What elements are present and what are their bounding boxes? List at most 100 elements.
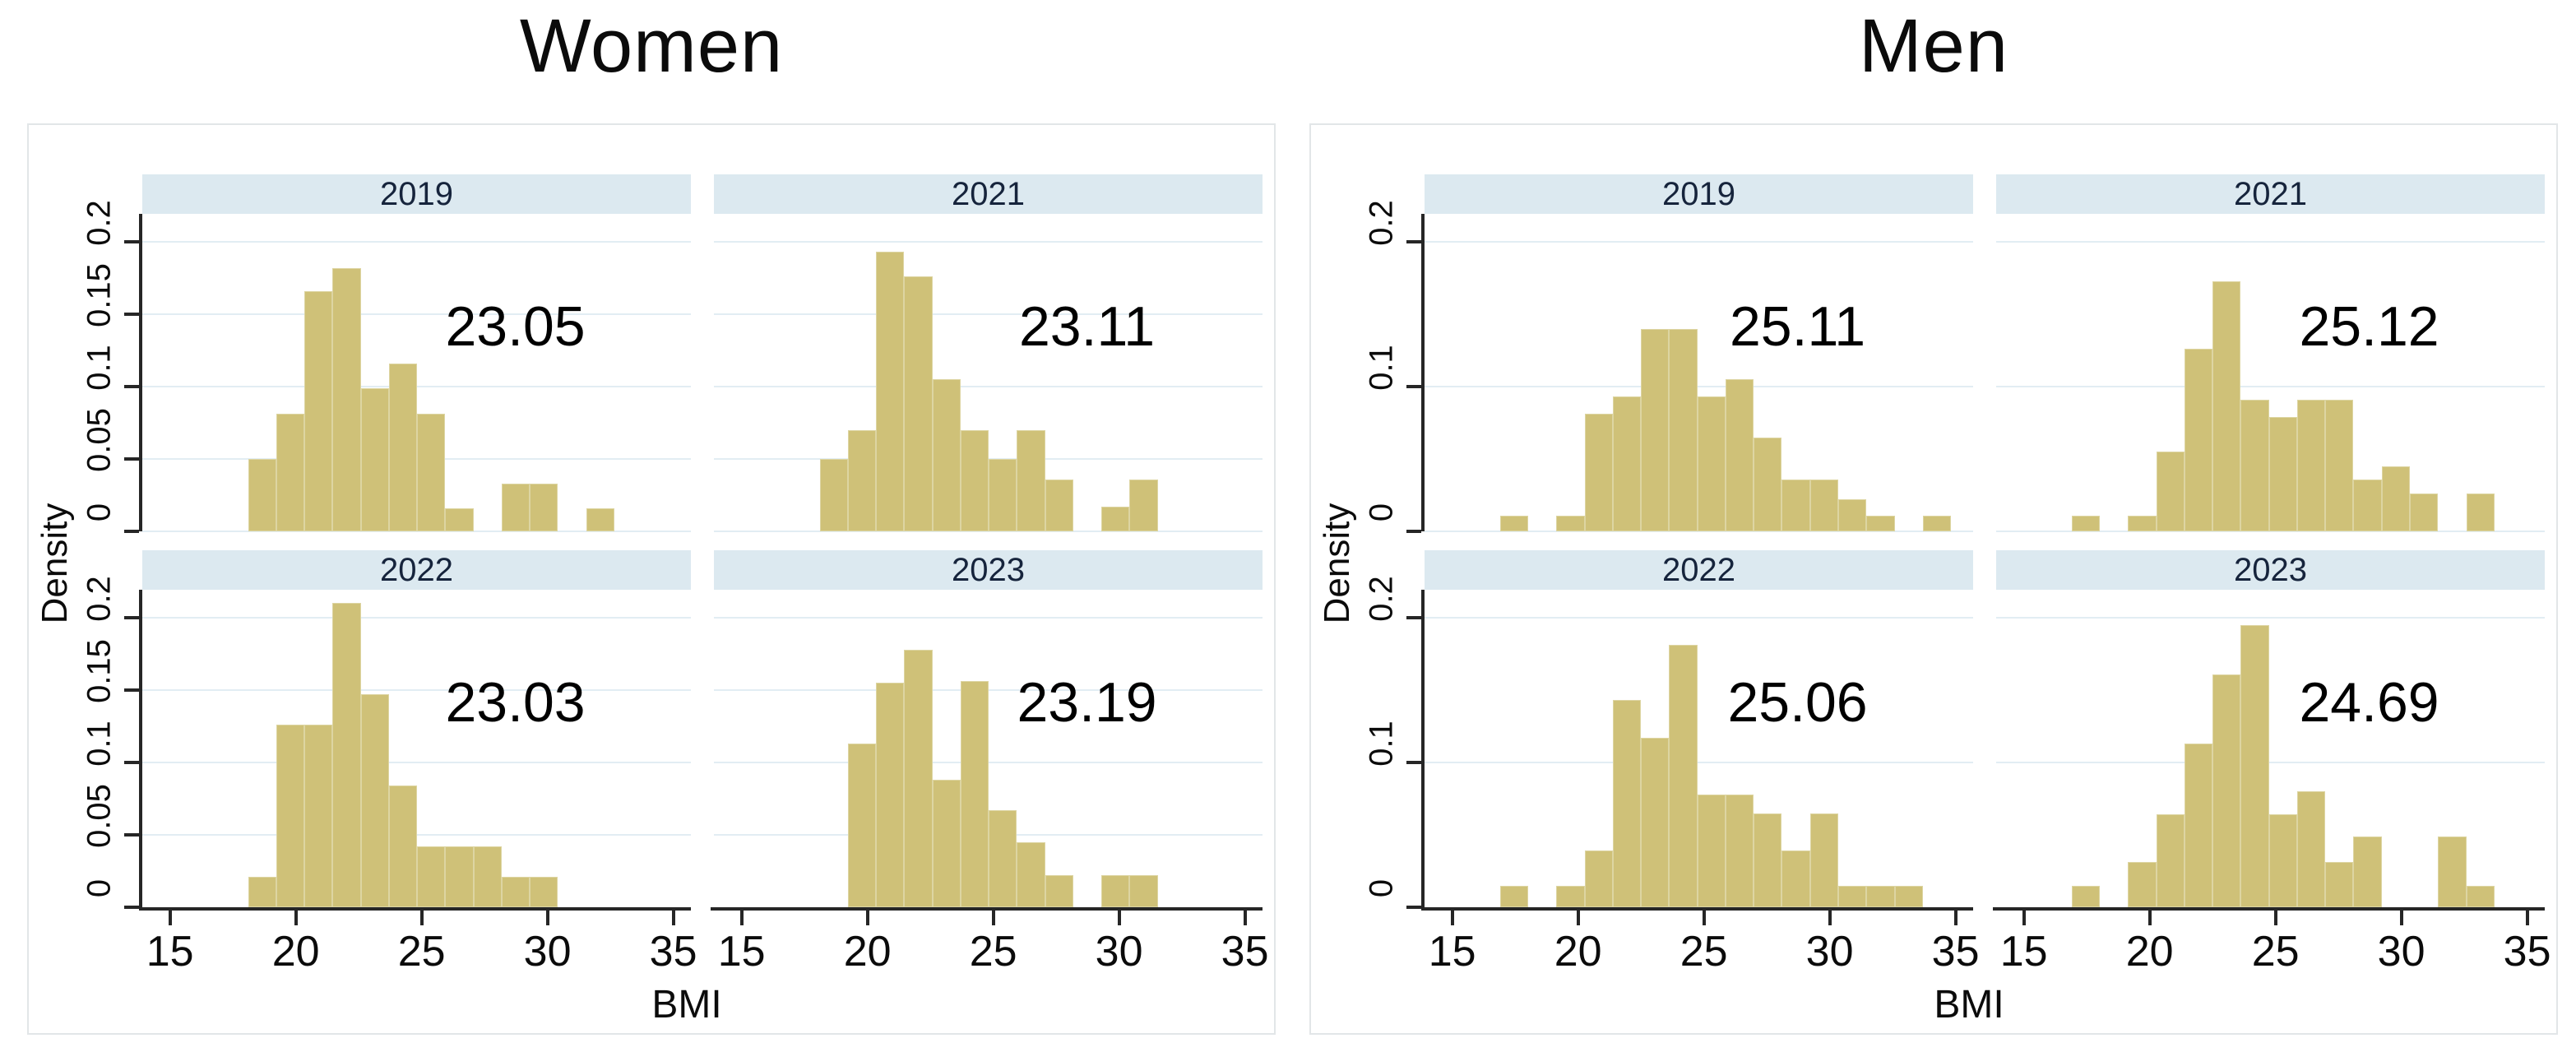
histogram-bar	[1584, 414, 1613, 531]
facet-header-2021: 2021	[1996, 174, 2545, 214]
histogram-bar	[501, 877, 530, 907]
x-tick-label: 35	[1931, 928, 1980, 976]
histogram-bar	[586, 507, 614, 531]
histogram-bar	[2325, 399, 2354, 531]
histogram-bar	[1697, 396, 1726, 531]
mean-bmi-label: 23.11	[1018, 295, 1156, 358]
women-panel-group: Density BMI 2019 23.05 0 0.05 0.1 0.15 0.2 2021…	[27, 123, 1276, 1035]
x-tick-label: 25	[2251, 928, 2300, 976]
histogram-bar	[1754, 437, 1782, 531]
histogram-bar	[530, 483, 558, 531]
men-y-axis-title: Density	[1317, 503, 1357, 624]
women-x-axis-title: BMI	[651, 983, 722, 1027]
histogram-bar	[360, 694, 389, 907]
x-tick-label: 20	[2125, 928, 2174, 976]
x-tick-label: 25	[1679, 928, 1728, 976]
x-tick	[1243, 911, 1247, 925]
x-tick	[1953, 911, 1957, 925]
histogram-bar	[360, 387, 389, 531]
histogram-bar	[1781, 479, 1810, 531]
y-tick	[1406, 906, 1421, 909]
y-axis-line	[139, 214, 142, 531]
histogram-bar	[1641, 738, 1670, 907]
histogram-bar	[1725, 794, 1754, 907]
histogram-women-2022: 23.03 0 0.05 0.1 0.15 0.2 15 20 25 30 35	[81, 576, 697, 976]
y-tick	[124, 906, 139, 909]
y-tick-label: 0.1	[81, 345, 118, 391]
histogram-bar	[2325, 862, 2354, 907]
x-tick	[991, 911, 995, 925]
y-tick	[124, 688, 139, 692]
x-tick-label: 20	[1554, 928, 1602, 976]
y-tick	[1406, 616, 1421, 619]
histogram-bar	[1584, 850, 1613, 907]
histogram-bar	[1866, 885, 1895, 907]
facet-header-2019: 2019	[1425, 174, 1973, 214]
histogram-bar	[1499, 515, 1529, 531]
y-tick	[1406, 240, 1421, 243]
histogram-bar	[1045, 479, 1073, 531]
men-title: Men	[1859, 4, 2008, 88]
histogram-bar	[248, 459, 276, 531]
histogram-bar	[2212, 674, 2241, 907]
histogram-bar	[1612, 700, 1642, 907]
histogram-bar	[276, 725, 305, 907]
histogram-bar	[1697, 794, 1726, 907]
y-tick-label: 0.1	[1363, 345, 1400, 391]
y-tick-label: 0.05	[81, 784, 118, 848]
histogram-bar	[1129, 875, 1158, 907]
histogram-bar	[2410, 494, 2439, 531]
histogram-bar	[2466, 494, 2495, 531]
histogram-bar	[1754, 813, 1782, 907]
zero-gridline	[142, 531, 691, 532]
women-y-axis-title: Density	[35, 503, 75, 624]
x-tick	[168, 911, 172, 925]
facet-header-2021: 2021	[714, 174, 1263, 214]
histogram-bar	[2381, 466, 2410, 531]
y-axis-line	[1421, 214, 1425, 531]
gridline	[1996, 617, 2545, 619]
histogram-bar	[1838, 885, 1867, 907]
y-tick	[124, 530, 139, 533]
gridline	[714, 313, 1263, 315]
histogram-bar	[1556, 885, 1585, 907]
histogram-bar	[2268, 814, 2297, 907]
gridline	[142, 762, 691, 763]
y-tick	[124, 616, 139, 619]
y-axis-line	[139, 590, 142, 907]
mean-bmi-label: 25.11	[1729, 295, 1866, 358]
y-tick-label: 0	[81, 878, 118, 898]
histogram-bar	[2212, 280, 2241, 531]
mean-bmi-label: 25.06	[1727, 671, 1868, 734]
histogram-bar	[388, 786, 418, 907]
histogram-bar	[2128, 862, 2157, 907]
x-tick-label: 20	[843, 928, 892, 976]
y-tick-label: 0.2	[1363, 200, 1400, 246]
x-tick-label: 25	[969, 928, 1017, 976]
histogram-bar	[1612, 396, 1642, 531]
x-tick	[1828, 911, 1832, 925]
y-tick	[1406, 385, 1421, 388]
histogram-bar	[417, 414, 446, 531]
histogram-bar	[1669, 328, 1698, 531]
histogram-bar	[473, 846, 502, 907]
zero-gridline	[1996, 531, 2545, 532]
y-tick-label: 0.2	[1363, 576, 1400, 622]
gridline	[714, 241, 1263, 243]
x-tick	[1576, 911, 1580, 925]
facet-header-2019: 2019	[142, 174, 691, 214]
y-tick-label: 0	[1363, 878, 1400, 898]
histogram-bar	[2071, 885, 2101, 907]
x-tick	[545, 911, 549, 925]
gridline	[1996, 241, 2545, 243]
y-tick	[1406, 761, 1421, 764]
gridline	[1996, 386, 2545, 387]
histogram-men-2019: 25.11 0 0.1 0.2	[1364, 200, 1973, 533]
x-tick-label: 30	[1095, 928, 1143, 976]
histogram-bar	[1129, 479, 1158, 531]
histogram-bar	[876, 252, 905, 531]
x-tick	[419, 911, 424, 925]
histogram-bar	[445, 846, 474, 907]
x-tick-label: 35	[649, 928, 697, 976]
